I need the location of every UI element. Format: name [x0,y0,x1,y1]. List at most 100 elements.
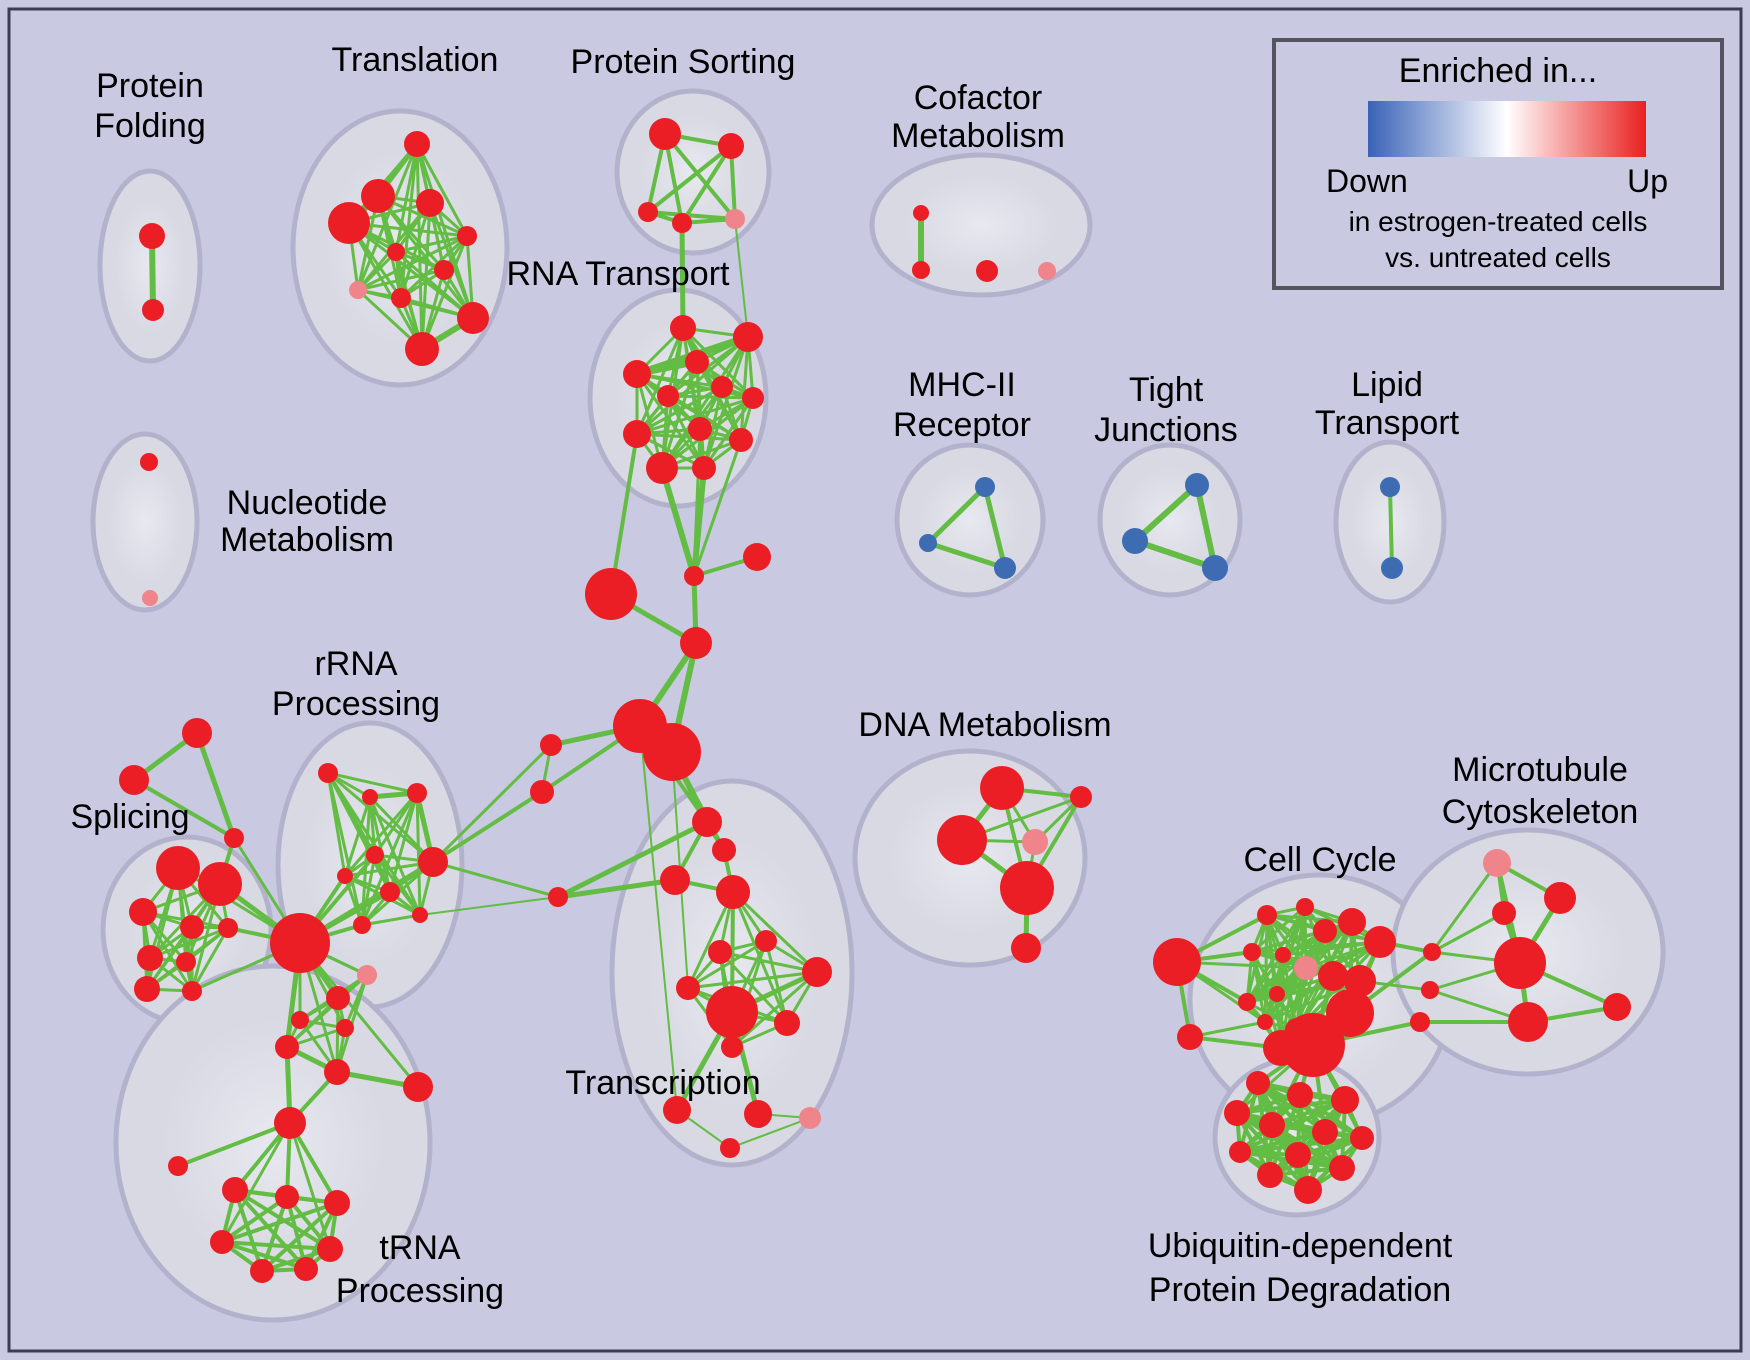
node-cc17[interactable] [1281,1013,1345,1077]
node-cc8[interactable] [1275,947,1291,963]
node-cf1[interactable] [912,261,930,279]
node-rr3[interactable] [366,846,384,864]
node-tj2[interactable] [1202,555,1228,581]
node-tn8[interactable] [294,1257,318,1281]
node-rr13[interactable] [357,965,377,985]
node-rr17[interactable] [403,1072,433,1102]
node-tc2[interactable] [660,865,690,895]
node-tj0[interactable] [1185,473,1209,497]
node-rt0[interactable] [670,315,696,341]
node-sp2[interactable] [129,898,157,926]
node-rr10[interactable] [326,986,350,1010]
node-lc1[interactable] [530,780,554,804]
node-tl2[interactable] [416,189,444,217]
node-sp0[interactable] [156,846,200,890]
node-tl3[interactable] [328,202,370,244]
node-tn4[interactable] [324,1190,350,1216]
node-rt8[interactable] [688,417,712,441]
node-tg0[interactable] [182,718,212,748]
node-tc15[interactable] [720,1138,740,1158]
node-sp7[interactable] [134,976,160,1002]
node-rt7[interactable] [623,420,651,448]
node-dm3[interactable] [1022,829,1048,855]
node-tc6[interactable] [708,940,732,964]
node-ch0[interactable] [684,566,704,586]
node-cc12[interactable] [1238,993,1256,1011]
node-rr2[interactable] [407,783,427,803]
node-rt5[interactable] [742,387,764,409]
node-mt2[interactable] [1492,901,1516,925]
node-rr12[interactable] [336,1019,354,1037]
node-ch2[interactable] [585,568,637,620]
node-tl0[interactable] [404,131,430,157]
node-cc10[interactable] [1318,961,1348,991]
node-tn7[interactable] [250,1259,274,1283]
node-tn1[interactable] [168,1156,188,1176]
node-tn3[interactable] [275,1185,299,1209]
node-lc0[interactable] [540,734,562,756]
node-lp1[interactable] [1381,557,1403,579]
node-ub6[interactable] [1350,1126,1374,1150]
node-tc12[interactable] [663,1096,691,1124]
node-tl4[interactable] [457,226,477,246]
node-cc3[interactable] [1296,898,1314,916]
node-tn5[interactable] [210,1230,234,1254]
node-tn2[interactable] [222,1177,248,1203]
node-ch5[interactable] [643,723,701,781]
node-mh1[interactable] [919,534,937,552]
node-cc5[interactable] [1338,908,1366,936]
node-mt0[interactable] [1483,849,1511,877]
node-dm2[interactable] [937,815,987,865]
node-nm1[interactable] [142,590,158,606]
node-mt1[interactable] [1544,882,1576,914]
node-mtc1[interactable] [1421,981,1439,999]
node-tc14[interactable] [799,1107,821,1129]
node-tl1[interactable] [361,179,395,213]
node-rr1[interactable] [362,789,378,805]
node-rr9[interactable] [270,913,330,973]
node-rt2[interactable] [623,360,651,388]
node-ps3[interactable] [672,213,692,233]
node-nm0[interactable] [140,453,158,471]
node-cc6[interactable] [1364,926,1396,958]
node-tc7[interactable] [802,957,832,987]
node-cc13[interactable] [1269,986,1285,1002]
node-rt4[interactable] [711,376,733,398]
node-tc4[interactable] [548,887,568,907]
node-pf0[interactable] [139,223,165,249]
node-tc5[interactable] [755,930,777,952]
node-mt3[interactable] [1494,937,1546,989]
node-cf3[interactable] [1038,262,1056,280]
node-tn0[interactable] [274,1107,306,1139]
node-tl7[interactable] [349,281,367,299]
node-tc0[interactable] [692,807,722,837]
node-ub7[interactable] [1229,1141,1251,1163]
node-rt1[interactable] [733,322,763,352]
node-rr15[interactable] [275,1035,299,1059]
node-tl5[interactable] [387,243,405,261]
node-sp6[interactable] [176,952,196,972]
node-cc4[interactable] [1313,919,1337,943]
node-mtc2[interactable] [1410,1012,1430,1032]
node-tc11[interactable] [721,1036,743,1058]
node-rt9[interactable] [729,428,753,452]
node-tc3[interactable] [716,875,750,909]
node-dm4[interactable] [1000,861,1054,915]
node-sp4[interactable] [218,918,238,938]
node-ps0[interactable] [649,118,681,150]
node-tc8[interactable] [676,976,700,1000]
node-rr4[interactable] [418,847,448,877]
node-tc10[interactable] [774,1010,800,1036]
node-cc11[interactable] [1344,965,1376,997]
node-ub11[interactable] [1294,1176,1322,1204]
node-ch3[interactable] [680,627,712,659]
node-tl9[interactable] [457,302,489,334]
node-mh2[interactable] [994,557,1016,579]
node-ub1[interactable] [1287,1082,1313,1108]
node-dm1[interactable] [1070,786,1092,808]
node-lp0[interactable] [1380,477,1400,497]
node-cf0[interactable] [913,205,929,221]
node-tc1[interactable] [712,838,736,862]
node-sp8[interactable] [182,981,202,1001]
node-rr16[interactable] [324,1059,350,1085]
